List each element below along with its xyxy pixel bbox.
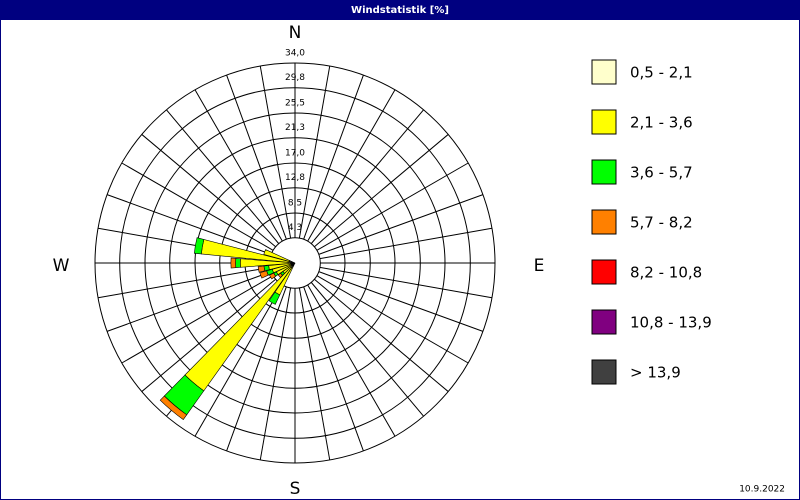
- spoke: [298, 287, 331, 461]
- spoke: [106, 271, 272, 332]
- ring: [119, 87, 471, 439]
- spoke: [141, 134, 276, 248]
- legend-label: 2,1 - 3,6: [630, 114, 693, 132]
- spoke: [319, 227, 493, 260]
- spoke: [121, 275, 274, 364]
- legend-swatch: [591, 359, 617, 385]
- spoke: [318, 194, 484, 255]
- footnote: 10.9.2022: [739, 485, 785, 495]
- r-tick-label: 4,3: [288, 223, 302, 233]
- spoke: [310, 109, 424, 244]
- spoke: [303, 74, 364, 240]
- chart-title: Windstatistik [%]: [1, 1, 799, 20]
- spoke: [194, 89, 283, 242]
- legend-label: 3,6 - 5,7: [630, 164, 693, 182]
- spoke: [303, 286, 364, 452]
- spoke: [166, 109, 280, 244]
- chart: 4,3 8,5 12,8 17,0 21,3 25,5 29,8 34,0 N E S W 0,5 - …: [53, 23, 785, 499]
- r-tick-label: 29,8: [285, 73, 305, 83]
- compass-label: E: [534, 256, 545, 276]
- wedge: [269, 272, 277, 280]
- legend-label: 10,8 - 13,9: [630, 314, 712, 332]
- legend-swatch: [591, 259, 617, 285]
- r-tick-label: 21,3: [285, 123, 305, 133]
- marks: [159, 237, 296, 421]
- spoke: [319, 266, 493, 299]
- wedge: [159, 395, 188, 421]
- wedge: [257, 265, 266, 273]
- wedge: [277, 272, 283, 278]
- compass-label: N: [289, 23, 302, 43]
- legend-swatch: [591, 59, 617, 85]
- spoke: [97, 266, 271, 299]
- wedge: [259, 270, 269, 279]
- ring: [169, 137, 421, 389]
- compass-label: S: [290, 479, 301, 499]
- spoke: [307, 284, 396, 437]
- spoke: [314, 278, 449, 392]
- legend-swatch: [591, 209, 617, 235]
- legend-label: > 13,9: [630, 364, 681, 382]
- spoke: [106, 194, 272, 255]
- ring: [194, 162, 396, 364]
- legend-label: 5,7 - 8,2: [630, 214, 693, 232]
- spoke: [314, 134, 449, 248]
- ring: [94, 62, 496, 464]
- spoke: [318, 271, 484, 332]
- spoke: [226, 74, 287, 240]
- wedge: [268, 291, 281, 305]
- spoke: [316, 275, 469, 364]
- labels: 4,3 8,5 12,8 17,0 21,3 25,5 29,8 34,0 N E S W 0,5 - …: [53, 23, 712, 499]
- wedge: [230, 257, 237, 269]
- spoke: [259, 65, 292, 239]
- r-tick-label: 25,5: [285, 99, 305, 109]
- wedge: [235, 258, 241, 268]
- spoke: [310, 282, 424, 417]
- legend-swatch: [591, 109, 617, 135]
- legend-swatch: [591, 309, 617, 335]
- spoke: [316, 162, 469, 251]
- legend-label: 0,5 - 2,1: [630, 64, 693, 82]
- legend-swatch: [591, 159, 617, 185]
- spoke: [307, 89, 396, 242]
- compass-label: W: [53, 256, 70, 276]
- r-tick-label: 17,0: [285, 149, 305, 159]
- spoke: [194, 284, 283, 437]
- r-tick-label: 34,0: [285, 49, 305, 59]
- wedge: [193, 237, 205, 255]
- legend-label: 8,2 - 10,8: [630, 264, 702, 282]
- r-tick-label: 12,8: [285, 173, 305, 183]
- spoke: [298, 65, 331, 239]
- r-tick-label: 8,5: [288, 199, 302, 209]
- ring: [219, 187, 371, 339]
- wedge: [263, 249, 291, 262]
- spoke: [121, 162, 274, 251]
- spoke: [141, 278, 276, 392]
- spoke: [226, 286, 287, 452]
- spoke: [259, 287, 292, 461]
- ring: [144, 112, 446, 414]
